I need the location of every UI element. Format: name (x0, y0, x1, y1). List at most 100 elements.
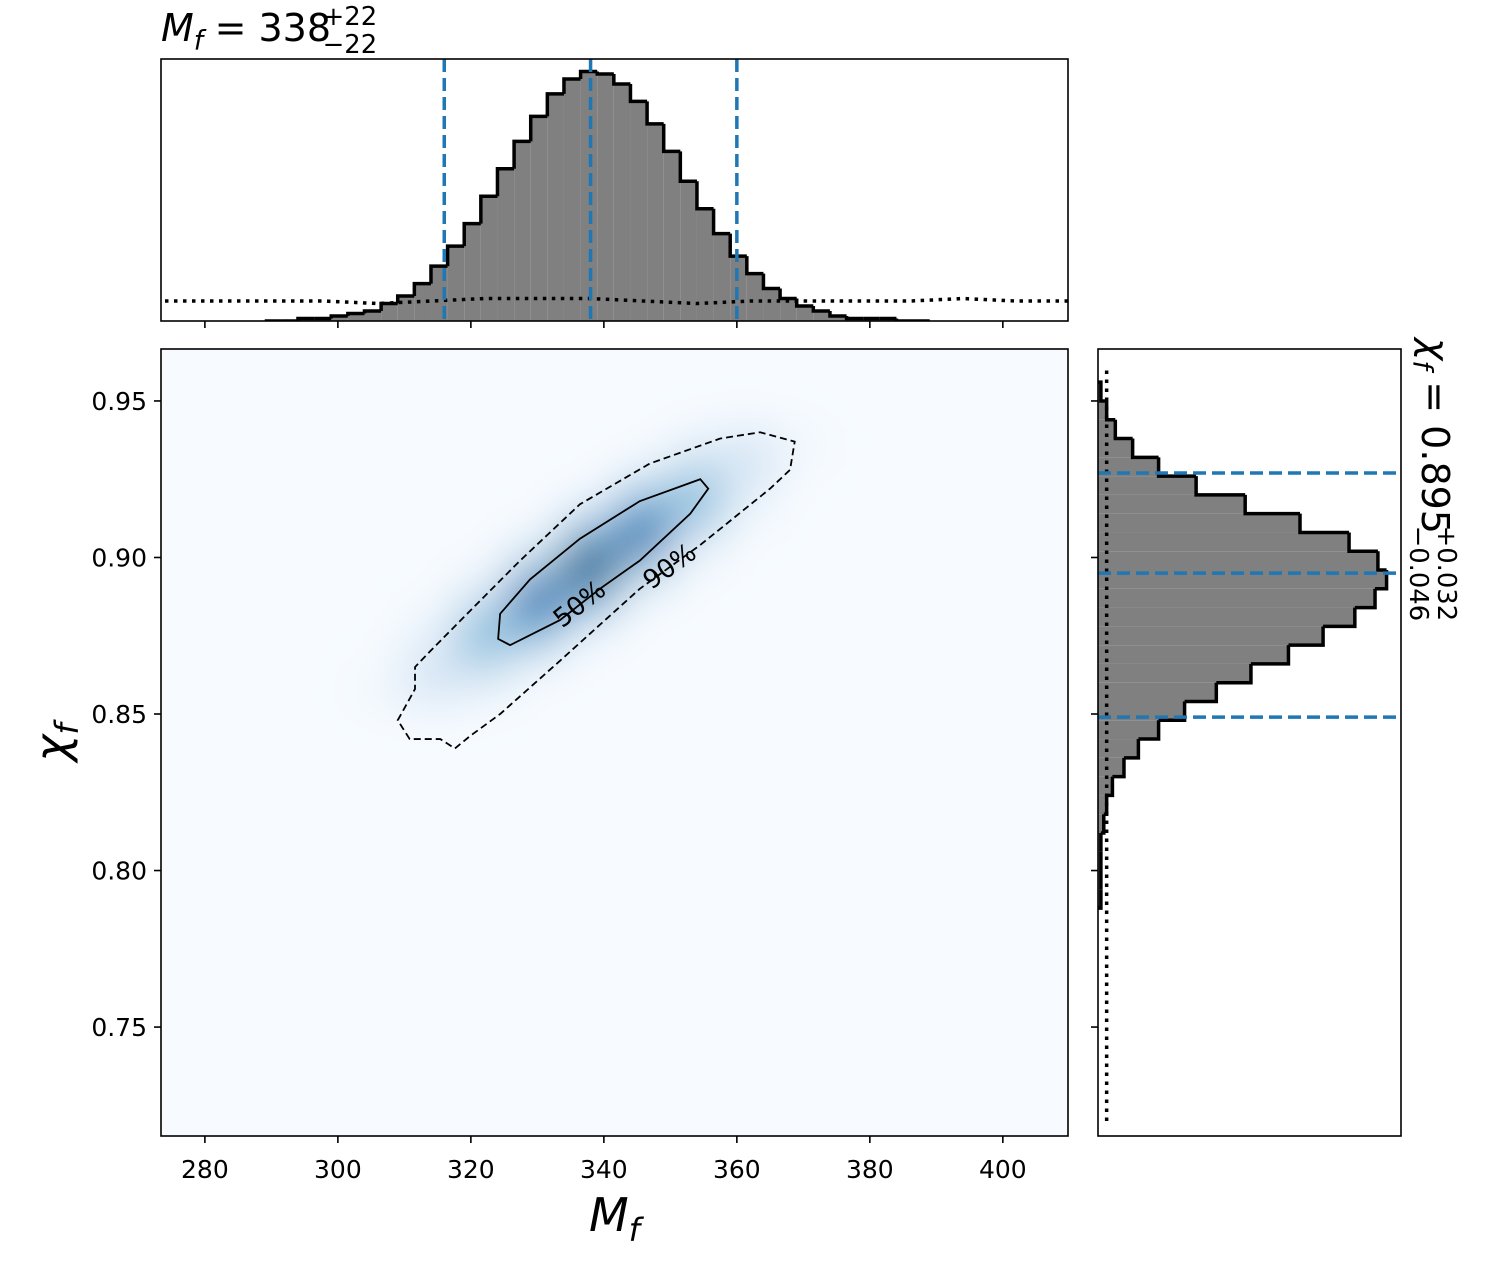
heatmap-cell (510, 582, 565, 615)
heatmap-cell (457, 488, 512, 521)
bar-outline (1194, 476, 1246, 497)
bar-outline (678, 151, 697, 184)
bar-outline (828, 311, 847, 318)
bar-outline (1123, 739, 1141, 760)
y-tick-label: 0.85 (91, 700, 147, 729)
bar-outline (761, 273, 781, 291)
heatmap-cell (403, 488, 459, 521)
bar (680, 181, 697, 321)
bar (1098, 682, 1217, 702)
math-label: Mf = 338 (161, 6, 331, 56)
heatmap-cell (723, 613, 778, 646)
bar-outline (811, 306, 830, 313)
bar-outline (595, 71, 614, 76)
heatmap-cell (616, 644, 671, 677)
heatmap-cell (403, 675, 459, 709)
subscript: f (48, 719, 86, 735)
bar (1098, 513, 1300, 533)
bar (597, 73, 614, 321)
heatmap-cell (403, 613, 459, 646)
bar-outline (1113, 419, 1133, 441)
bar-outline (695, 181, 714, 211)
value: = 338 (215, 6, 331, 50)
bar-outline (1354, 588, 1377, 610)
bar (1098, 720, 1159, 740)
heatmap-cell (723, 675, 778, 709)
heatmap-cell (457, 519, 512, 552)
bar-outline (429, 264, 448, 284)
bar-outline (1158, 701, 1187, 723)
heatmap-cell (350, 550, 405, 584)
bar (331, 316, 348, 321)
bar (713, 233, 731, 321)
bar (381, 303, 398, 321)
heatmap-cell (563, 550, 618, 584)
y-tick-label: 0.75 (91, 1013, 147, 1042)
bar (347, 313, 365, 321)
heatmap-cell (563, 456, 618, 490)
heatmap-cell (457, 582, 512, 615)
bar (780, 298, 797, 321)
heatmap-cell (776, 425, 831, 458)
heatmap-cell (776, 488, 831, 521)
heatmap-cell (510, 675, 565, 709)
bar (1098, 419, 1116, 439)
bar (1098, 663, 1251, 683)
heatmap-cell (723, 582, 778, 615)
upper-error: +22 (323, 2, 378, 32)
subscript: f (194, 25, 207, 56)
heatmap-cell (457, 425, 512, 458)
heatmap-cell (669, 613, 725, 646)
heatmap-cell (669, 456, 725, 490)
bar-outline (1106, 776, 1115, 798)
heatmap-cell (616, 582, 671, 615)
heatmap-cell (723, 550, 778, 584)
bar-outline (1156, 457, 1197, 478)
bar (746, 273, 764, 321)
bar-outline (462, 221, 481, 247)
bar-outline (1130, 438, 1159, 460)
bar (1098, 532, 1350, 552)
bar-outline (1184, 682, 1219, 704)
y-label-group: χf (25, 719, 86, 765)
heatmap-pad (161, 349, 1068, 1136)
bar (530, 116, 548, 321)
histogram-panel (1098, 369, 1389, 1121)
heatmap-cell (510, 425, 565, 458)
upper-error: +0.032 (1431, 526, 1461, 622)
heatmap-cell (403, 550, 459, 584)
heatmap-cell (669, 644, 725, 677)
heatmap-cell (457, 644, 512, 677)
bar-outline (661, 123, 681, 154)
bar-outline (711, 208, 731, 236)
bar-outline (1216, 663, 1253, 685)
bar (514, 141, 531, 321)
axes-frame (160, 348, 1069, 1137)
axes-frame (1097, 348, 1402, 1137)
bar (397, 296, 415, 321)
bar (1098, 438, 1133, 458)
bar-outline (612, 73, 631, 86)
heatmap-cell (776, 550, 831, 584)
heatmap-cell (616, 519, 671, 552)
bar (663, 151, 681, 321)
bar (696, 208, 714, 321)
heatmap-cell (616, 613, 671, 646)
heatmap-cell (616, 456, 671, 490)
bar (1098, 494, 1246, 514)
bar (1098, 645, 1289, 664)
heatmap-cell (776, 644, 831, 677)
bar (497, 168, 515, 321)
heatmap-cell (723, 519, 778, 552)
bar-outline (745, 256, 764, 276)
heatmap-cell (510, 550, 565, 584)
math-label: Mf (589, 1188, 645, 1249)
bar (613, 83, 631, 321)
bar-outline (1288, 626, 1325, 647)
x-tick-label: 400 (979, 1155, 1027, 1184)
bar (414, 283, 431, 321)
lower-error: −22 (323, 30, 378, 60)
x-tick-label: 280 (181, 1155, 229, 1184)
heatmap-cell (776, 675, 831, 709)
